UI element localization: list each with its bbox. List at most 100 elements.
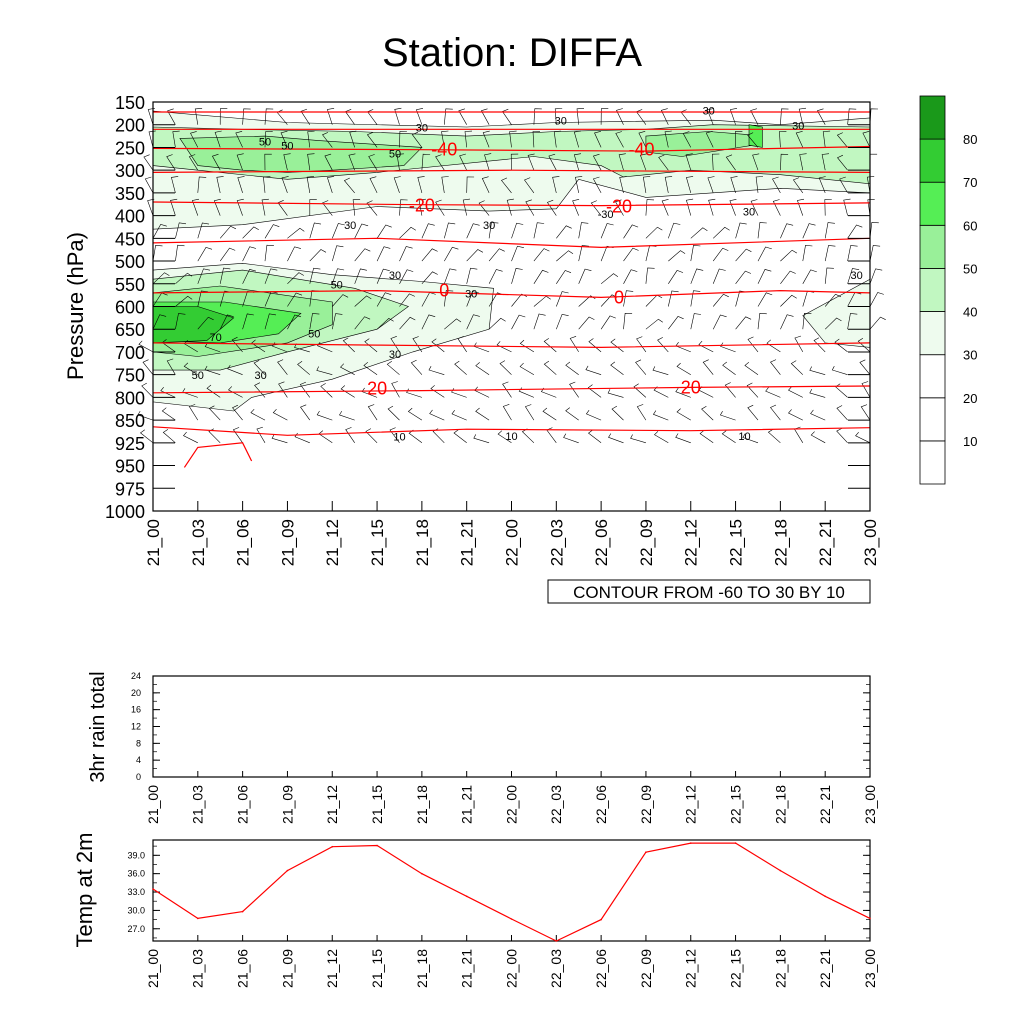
colorbar-swatch bbox=[919, 397, 946, 442]
wind-barb bbox=[171, 176, 179, 193]
rh-contour-label: 30 bbox=[416, 123, 428, 135]
temp-contour-6 bbox=[152, 289, 871, 299]
wind-barb bbox=[396, 153, 404, 171]
wind-barb bbox=[466, 176, 475, 193]
temp-contour-3 bbox=[152, 169, 871, 173]
wind-barb bbox=[780, 223, 794, 239]
wind-barb bbox=[421, 248, 438, 262]
wind-barb bbox=[399, 199, 408, 216]
wind-barb bbox=[645, 226, 663, 239]
wind-barb bbox=[821, 153, 830, 171]
wind-barb bbox=[610, 361, 624, 375]
wind-barb bbox=[594, 131, 602, 148]
wind-barb bbox=[496, 341, 512, 353]
rh-region-10 bbox=[802, 278, 871, 348]
wind-barb bbox=[676, 408, 691, 421]
wind-barbs bbox=[137, 107, 886, 444]
wind-barb bbox=[623, 269, 638, 284]
rh-contour-label: 30 bbox=[555, 116, 567, 128]
time-tick-label: 21_18 bbox=[414, 949, 430, 988]
wind-barb bbox=[730, 108, 738, 125]
wind-barb bbox=[802, 312, 812, 330]
time-tick-label: 22_00 bbox=[503, 519, 522, 566]
temp-contour-10 bbox=[183, 442, 253, 468]
wind-barb bbox=[533, 248, 550, 262]
wind-barb bbox=[524, 177, 535, 194]
wind-barb bbox=[729, 199, 737, 216]
wind-barb bbox=[869, 153, 878, 171]
time-tick-label: 22_21 bbox=[817, 949, 833, 988]
wind-barb bbox=[506, 198, 514, 216]
rain-tick-label: 0 bbox=[136, 772, 141, 782]
wind-barb bbox=[869, 292, 884, 307]
wind-barb bbox=[847, 313, 858, 330]
wind-barb bbox=[543, 338, 557, 353]
time-tick-label: 21_06 bbox=[234, 519, 253, 566]
wind-barb bbox=[702, 359, 714, 375]
wind-barb bbox=[767, 428, 781, 444]
time-tick-label: 22_09 bbox=[637, 519, 656, 566]
wind-barb bbox=[175, 295, 193, 307]
time-tick-label: 21_09 bbox=[279, 949, 295, 988]
wind-barb bbox=[816, 108, 826, 125]
pressure-tick-label: 450 bbox=[115, 229, 145, 249]
wind-barb bbox=[633, 383, 647, 398]
time-tick-label: 22_06 bbox=[593, 785, 609, 824]
wind-barb bbox=[435, 199, 445, 216]
rain-tick-label: 4 bbox=[136, 755, 141, 765]
wind-barb bbox=[236, 153, 244, 171]
wind-barb bbox=[519, 362, 535, 375]
wind-barb bbox=[742, 433, 759, 444]
wind-barb bbox=[389, 427, 400, 443]
wind-barb bbox=[332, 245, 344, 262]
wind-barb bbox=[578, 222, 589, 239]
wind-barb bbox=[572, 199, 580, 216]
wind-barb bbox=[142, 359, 154, 375]
wind-barb bbox=[376, 224, 392, 239]
wind-barb bbox=[690, 290, 701, 307]
temp-point bbox=[465, 895, 468, 898]
time-tick-label: 22_15 bbox=[728, 785, 744, 824]
wind-barb bbox=[488, 269, 503, 284]
wind-barb bbox=[600, 245, 614, 262]
time-tick-label: 22_09 bbox=[638, 949, 654, 988]
chart-title: Station: DIFFA bbox=[382, 31, 642, 75]
wind-barb bbox=[615, 131, 624, 148]
wind-barb bbox=[546, 199, 557, 216]
temp-series bbox=[152, 842, 871, 942]
time-tick-label: 22_18 bbox=[772, 785, 788, 824]
wind-barb bbox=[322, 132, 333, 148]
wind-barb bbox=[137, 410, 154, 421]
wind-barb bbox=[473, 434, 490, 444]
wind-barb bbox=[685, 153, 693, 171]
wind-barb bbox=[332, 313, 343, 330]
rh-contour-label: 50 bbox=[331, 279, 343, 291]
wind-barb bbox=[847, 108, 857, 125]
wind-barb bbox=[554, 108, 563, 125]
wind-barb bbox=[578, 295, 596, 307]
wind-barb bbox=[780, 270, 796, 284]
time-tick-label: 21_12 bbox=[324, 949, 340, 988]
wind-barb bbox=[592, 153, 602, 171]
rh-contour-label: 70 bbox=[210, 332, 222, 344]
colorbar-swatch bbox=[919, 224, 946, 269]
temp-point bbox=[869, 917, 871, 920]
colorbar-tick-label: 40 bbox=[963, 305, 977, 320]
wind-barb bbox=[802, 290, 815, 307]
wind-barb bbox=[502, 404, 512, 421]
wind-barb bbox=[307, 130, 315, 148]
wind-barb bbox=[242, 226, 259, 239]
wind-barb bbox=[499, 360, 512, 375]
wind-barb bbox=[219, 247, 236, 262]
wind-barb bbox=[340, 363, 355, 375]
temp-point bbox=[824, 895, 826, 898]
wind-barb bbox=[578, 316, 595, 330]
temp-contour-4 bbox=[152, 201, 871, 207]
wind-barb bbox=[219, 225, 237, 239]
time-tick-label: 22_00 bbox=[503, 949, 519, 988]
colorbar-swatch bbox=[919, 267, 946, 312]
wind-barb bbox=[475, 362, 490, 375]
wind-barb bbox=[309, 199, 317, 216]
wind-barb bbox=[264, 224, 280, 239]
wind-barb bbox=[869, 222, 879, 239]
